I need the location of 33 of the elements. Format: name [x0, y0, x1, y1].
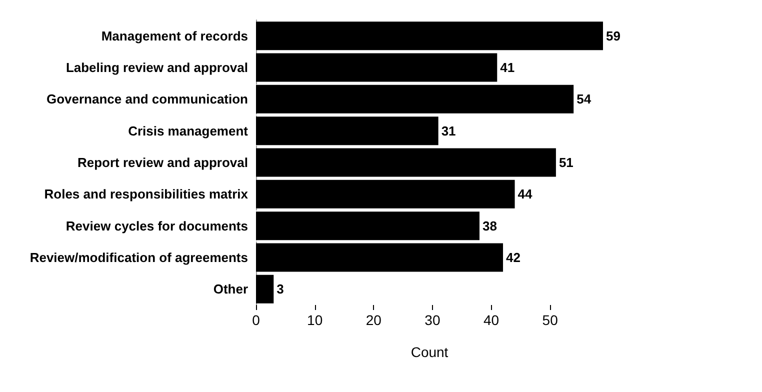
data-label: 42	[506, 250, 520, 265]
bar	[256, 84, 574, 114]
y-tick-label: Governance and communication	[46, 92, 248, 107]
x-tick-label: 40	[483, 312, 500, 328]
bar	[256, 180, 515, 208]
data-label: 3	[276, 282, 284, 297]
bar	[256, 148, 556, 177]
data-label: 54	[576, 92, 592, 107]
bar	[256, 116, 438, 146]
x-tick-label: 30	[424, 312, 440, 328]
data-label: 31	[441, 123, 456, 138]
bar	[256, 212, 480, 240]
data-label: 38	[482, 218, 497, 234]
y-tick-label: Review/modification of agreements	[30, 250, 248, 265]
y-tick-label: Labeling review and approval	[66, 60, 248, 75]
data-label: 51	[558, 155, 574, 170]
x-tick-label: 10	[307, 312, 323, 328]
x-tick-label: 0	[252, 312, 260, 328]
bar	[256, 243, 504, 272]
data-label: 44	[518, 186, 534, 202]
y-tick-label: Roles and responsibilities matrix	[44, 186, 249, 202]
y-tick-label: Review cycles for documents	[66, 218, 248, 234]
y-tick-label: Report review and approval	[78, 155, 248, 170]
bar	[256, 22, 603, 50]
data-label: 59	[606, 28, 620, 44]
x-tick-label: 50	[542, 312, 558, 328]
data-label: 41	[500, 60, 515, 75]
y-tick-label: Other	[213, 282, 248, 297]
y-tick-label: Management of records	[101, 28, 248, 44]
bar	[256, 53, 498, 82]
x-tick-label: 20	[366, 312, 382, 328]
y-tick-label: Crisis management	[128, 123, 249, 138]
x-axis-title: Count	[410, 344, 448, 360]
